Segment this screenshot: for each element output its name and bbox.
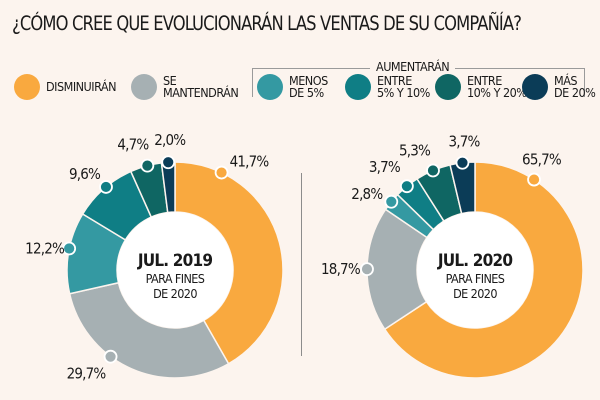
legend-swatch-disminuiran	[14, 74, 40, 100]
legend-item-menos-de-5: MENOS DE 5%	[257, 74, 328, 100]
legend-label: MÁS DE 20%	[554, 73, 596, 100]
segment-marker	[527, 172, 541, 187]
legend-swatch-entre-10-y-20	[435, 74, 461, 100]
legend-group-label: AUMENTARÁN	[370, 59, 456, 74]
legend-label: ENTRE 10% Y 20%	[467, 73, 527, 100]
center-subtitle: DE 2020	[453, 286, 497, 301]
segment-label: 2,0%	[154, 131, 186, 149]
legend-item-disminuiran: DISMINUIRÁN	[14, 74, 117, 100]
donut-center	[117, 212, 233, 328]
segment-marker	[161, 155, 176, 170]
donut-center	[417, 212, 533, 328]
legend-item-se-mantendran: SE MANTENDRÁN	[131, 73, 239, 100]
legend-label: DISMINUIRÁN	[46, 79, 117, 94]
segment-label: 12,2%	[25, 240, 65, 258]
segment-label: 5,3%	[399, 141, 431, 159]
segment-label: 65,7%	[522, 151, 562, 169]
chart-title: ¿CÓMO CREE QUE EVOLUCIONARÁN LAS VENTAS …	[12, 12, 522, 35]
center-subtitle: DE 2020	[153, 286, 197, 301]
segment-label: 41,7%	[230, 153, 270, 171]
center-subtitle: PARA FINES	[146, 271, 205, 286]
donut-chart-2019: 41,7% 29,7% 12,2% 9,6% 4,7% 2,0% JUL. 2019PARA…	[25, 131, 284, 383]
segment-label: 4,7%	[117, 136, 149, 154]
segment-marker	[140, 158, 155, 173]
segment-marker	[455, 155, 470, 170]
segment-label: 3,7%	[369, 158, 401, 176]
segment-marker	[103, 349, 118, 364]
segment-marker	[360, 262, 374, 277]
center-title: JUL. 2020	[437, 251, 513, 271]
legend-item-mas-de-20: MÁS DE 20%	[522, 73, 596, 100]
legend-swatch-entre-5-y-10	[345, 74, 371, 100]
center-title: JUL. 2019	[137, 251, 213, 271]
segment-marker	[426, 163, 440, 178]
segment-marker	[99, 180, 113, 194]
segment-marker	[399, 179, 414, 194]
legend-label: ENTRE 5% Y 10%	[377, 73, 430, 100]
legend-swatch-se-mantendran	[131, 74, 157, 100]
chart-divider	[301, 173, 302, 356]
segment-marker	[384, 194, 399, 209]
segment-label: 18,7%	[321, 260, 361, 278]
legend-item-entre-10-y-20: ENTRE 10% Y 20%	[435, 74, 527, 100]
segment-marker	[214, 165, 229, 180]
legend-item-entre-5-y-10: ENTRE 5% Y 10%	[345, 74, 430, 100]
legend-swatch-mas-de-20	[522, 74, 548, 100]
legend-label: MENOS DE 5%	[289, 73, 328, 100]
segment-label: 29,7%	[67, 365, 107, 383]
segment-label: 3,7%	[448, 133, 480, 151]
legend-swatch-menos-de-5	[257, 74, 283, 100]
segment-marker	[62, 241, 77, 256]
donut-chart-2020: 65,7%18,7%2,8%3,7%5,3% 3,7%JUL. 2020PARA …	[321, 133, 584, 379]
donut-segment-0	[383, 161, 584, 379]
segment-label: 2,8%	[351, 185, 383, 203]
center-subtitle: PARA FINES	[446, 271, 505, 286]
legend-label: SE MANTENDRÁN	[163, 73, 239, 100]
segment-label: 9,6%	[69, 165, 101, 183]
